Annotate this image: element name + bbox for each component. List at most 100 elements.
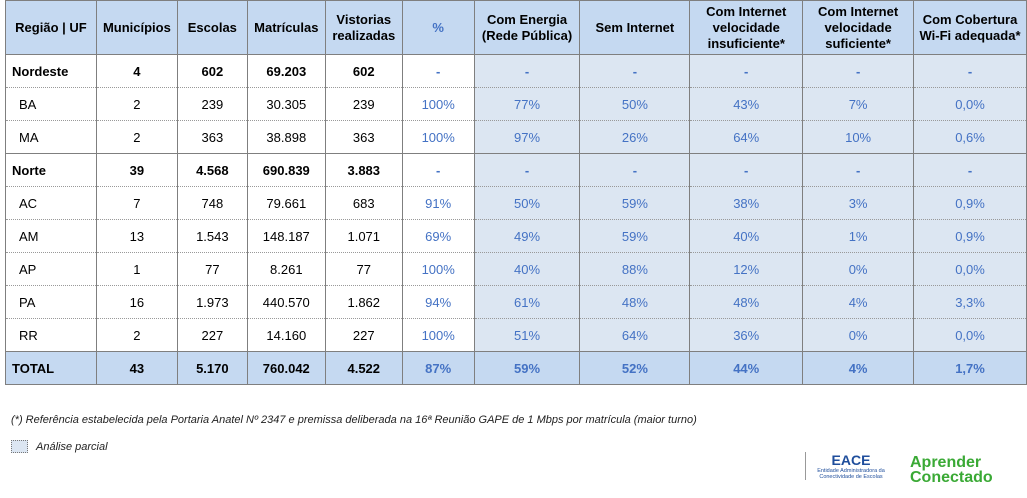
table-row: MA 2 363 38.898 363 100% 97% 26% 64% 10% 0,6% — [5, 120, 1027, 154]
table-cell: 0,0% — [913, 318, 1027, 352]
table-cell: 3,3% — [913, 285, 1027, 319]
header-cell: Com Internet velocidade suficiente* — [802, 0, 915, 55]
footnote: (*) Referência estabelecida pela Portari… — [11, 414, 697, 426]
table-cell: 7% — [802, 87, 915, 121]
table-cell: AM — [5, 219, 97, 253]
table-cell: 38.898 — [246, 120, 326, 154]
table-cell: 748 — [176, 186, 248, 220]
table-cell: 13 — [95, 219, 178, 253]
table-cell: 59% — [579, 219, 691, 253]
table-cell: 4% — [802, 285, 915, 319]
table-cell: 0,0% — [913, 252, 1027, 286]
table-cell: 4 — [95, 54, 178, 88]
table-cell: 100% — [401, 318, 475, 352]
table-cell: TOTAL — [5, 351, 97, 385]
table-cell: 52% — [579, 351, 691, 385]
table-cell: - — [689, 153, 804, 187]
table-cell: 77% — [473, 87, 581, 121]
header-cell: Municípios — [95, 0, 178, 55]
table-cell: - — [689, 54, 804, 88]
header-cell: Região | UF — [5, 0, 97, 55]
table-cell: 94% — [401, 285, 475, 319]
table-cell: 48% — [689, 285, 804, 319]
table-cell: 227 — [176, 318, 248, 352]
table-cell: 61% — [473, 285, 581, 319]
table-cell: - — [913, 54, 1027, 88]
table-cell: 50% — [473, 186, 581, 220]
table-cell: 100% — [401, 252, 475, 286]
table-cell: 30.305 — [246, 87, 326, 121]
table-cell: 40% — [473, 252, 581, 286]
table-cell: 87% — [401, 351, 475, 385]
table-cell: 239 — [176, 87, 248, 121]
table-row: PA 16 1.973 440.570 1.862 94% 61% 48% 48% 4% 3,3% — [5, 285, 1027, 319]
table-cell: 0,9% — [913, 186, 1027, 220]
table-cell: - — [802, 54, 915, 88]
table-cell: 0,6% — [913, 120, 1027, 154]
table-cell: 59% — [579, 186, 691, 220]
logo-line: Conectado — [910, 469, 993, 486]
table-cell: 51% — [473, 318, 581, 352]
table-cell: 43 — [95, 351, 178, 385]
eace-logo: EACE Entidade Administradora da Conectivi… — [805, 452, 896, 480]
table-cell: Nordeste — [5, 54, 97, 88]
table-cell: - — [913, 153, 1027, 187]
table-row: RR 2 227 14.160 227 100% 51% 64% 36% 0% 0,0% — [5, 318, 1027, 352]
table-cell: 3% — [802, 186, 915, 220]
table-cell: - — [579, 153, 691, 187]
table-row: TOTAL 43 5.170 760.042 4.522 87% 59% 52% 44% 4% 1,… — [5, 351, 1027, 385]
table-cell: 363 — [176, 120, 248, 154]
table-cell: 7 — [95, 186, 178, 220]
table-row: AC 7 748 79.661 683 91% 50% 59% 38% 3% 0,9% — [5, 186, 1027, 220]
table-cell: 77 — [324, 252, 403, 286]
table-row: Norte 39 4.568 690.839 3.883- - - - - - — [5, 153, 1027, 187]
header-cell: Matrículas — [246, 0, 326, 55]
table-cell: 440.570 — [246, 285, 326, 319]
table-cell: - — [401, 153, 475, 187]
table-cell: 39 — [95, 153, 178, 187]
table-cell: 38% — [689, 186, 804, 220]
table-row: AP 1 77 8.261 77 100% 40% 88% 12% 0% 0,0% — [5, 252, 1027, 286]
table-row: AM 13 1.543 148.187 1.071 69% 49% 59% 40% 1% 0,9% — [5, 219, 1027, 253]
table-cell: 4.568 — [176, 153, 248, 187]
table-cell: 77 — [176, 252, 248, 286]
table-cell: 44% — [689, 351, 804, 385]
table-cell: 4% — [802, 351, 915, 385]
table-row: Nordeste 4 602 69.203 602- - - - - - — [5, 54, 1027, 88]
table-cell: 59% — [473, 351, 581, 385]
table-cell: 49% — [473, 219, 581, 253]
table-cell: 602 — [324, 54, 403, 88]
table-cell: MA — [5, 120, 97, 154]
logo-line: Aprender — [910, 454, 982, 471]
table-cell: 0,9% — [913, 219, 1027, 253]
table-cell: 69% — [401, 219, 475, 253]
aprender-logo: Aprender Conectado — [910, 454, 993, 486]
table-cell: 760.042 — [246, 351, 326, 385]
table-cell: 363 — [324, 120, 403, 154]
legend-swatch — [11, 440, 28, 453]
table-cell: 14.160 — [246, 318, 326, 352]
table-cell: 69.203 — [246, 54, 326, 88]
table-cell: 4.522 — [324, 351, 403, 385]
table-cell: 148.187 — [246, 219, 326, 253]
logo-title: EACE — [831, 452, 871, 468]
table-cell: 683 — [324, 186, 403, 220]
table-cell: 40% — [689, 219, 804, 253]
table-cell: 88% — [579, 252, 691, 286]
table-cell: 12% — [689, 252, 804, 286]
table-cell: 26% — [579, 120, 691, 154]
table-cell: RR — [5, 318, 97, 352]
logo-subtitle: Entidade Administradora da Conectividade… — [817, 468, 885, 480]
table-cell: 2 — [95, 120, 178, 154]
header-cell: Vistorias realizadas — [324, 0, 403, 55]
header-cell: Com Energia (Rede Pública) — [473, 0, 581, 55]
table-cell: 50% — [579, 87, 691, 121]
table-cell: 0% — [802, 318, 915, 352]
table-cell: 227 — [324, 318, 403, 352]
table-cell: 3.883 — [324, 153, 403, 187]
table-cell: 48% — [579, 285, 691, 319]
legend: Análise parcial — [11, 440, 108, 453]
table-cell: AC — [5, 186, 97, 220]
table-cell: 100% — [401, 87, 475, 121]
table-cell: 239 — [324, 87, 403, 121]
